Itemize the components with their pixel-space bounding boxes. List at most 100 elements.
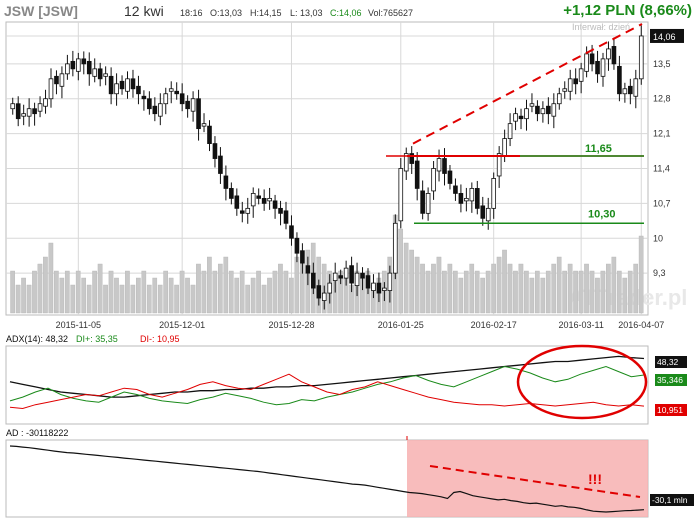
adx-value-box-0	[655, 356, 687, 368]
candle-body	[141, 95, 147, 100]
candle-body	[229, 188, 234, 199]
candle-body	[179, 93, 185, 105]
volume-bar	[10, 270, 15, 314]
volume-bar	[119, 284, 125, 314]
volume-bar	[556, 256, 562, 314]
volume-bar	[190, 284, 196, 314]
volume-bar	[157, 284, 163, 314]
volume-bar	[584, 263, 589, 314]
date-tick-label: 2016-03-11	[558, 320, 603, 330]
date-tick-label: 2016-01-25	[378, 320, 424, 330]
candle-body	[611, 46, 617, 65]
volume-bar	[420, 263, 425, 314]
volume-bar	[185, 277, 190, 314]
candle-body	[562, 88, 568, 92]
change-label: +1,12 PLN (8,66%)	[563, 2, 692, 19]
volume-bar	[491, 263, 496, 314]
candle-body	[546, 105, 551, 115]
candle-body	[491, 178, 497, 209]
adx-value-box-2	[655, 404, 687, 416]
candle-body	[398, 168, 404, 222]
volume-bar	[600, 270, 606, 314]
price-tick-label: 12,1	[653, 129, 671, 139]
candle-body	[600, 58, 606, 77]
candle-body	[387, 272, 393, 291]
volume-bar	[567, 263, 573, 314]
volume-bar	[578, 270, 584, 314]
candle-body	[76, 58, 81, 72]
ticker-label[interactable]: JSW [JSW]	[4, 3, 78, 19]
date-tick-label: 2015-12-01	[159, 320, 205, 330]
candle-body	[414, 160, 420, 189]
volume-bar	[207, 256, 212, 314]
volume-bar	[179, 270, 185, 314]
di-plus-legend: DI+: 35,35	[76, 334, 118, 344]
candle-body	[633, 78, 639, 97]
volume-bar	[64, 270, 70, 314]
candle-body	[365, 275, 371, 289]
ad-legend: AD : -30118222	[6, 428, 68, 438]
highlight-ellipse	[516, 344, 648, 420]
candle-body	[37, 103, 43, 112]
candle-body	[382, 287, 387, 291]
close-label: C:14,06	[330, 8, 362, 18]
candle-body	[425, 193, 431, 214]
volume-bar	[234, 277, 240, 314]
volume-bar	[43, 256, 48, 314]
volume-label: Vol:765627	[368, 8, 414, 18]
candle-body	[409, 153, 415, 164]
candle-body	[272, 200, 278, 209]
volume-bar	[551, 263, 557, 314]
candle-body	[10, 103, 16, 110]
candle-body	[453, 185, 458, 194]
candle-body	[119, 80, 125, 90]
volume-bar	[502, 249, 507, 314]
adx-series-0	[9, 355, 645, 398]
candle-body	[311, 272, 316, 289]
candle-body	[163, 93, 169, 105]
candle-body	[567, 78, 573, 92]
volume-bar	[469, 263, 475, 314]
di-minus-legend: DI-: 10,95	[140, 334, 180, 344]
candle-body	[507, 123, 513, 140]
time-label: 18:16	[180, 8, 203, 18]
adx-panel: ADX(14): 48,32 DI+: 35,35 DI-: 10,95 48,…	[5, 334, 687, 425]
volume-bar	[474, 270, 480, 314]
candle-body	[207, 125, 212, 144]
candle-body	[223, 175, 229, 189]
volume-bar	[278, 263, 283, 314]
volume-bar	[48, 242, 54, 314]
volume-bar	[436, 256, 442, 314]
candle-body	[54, 75, 59, 85]
low-label: L: 13,03	[290, 8, 323, 18]
candle-body	[15, 103, 21, 120]
candle-body	[458, 193, 464, 204]
resistance-trendline	[412, 23, 643, 145]
price-tick-label: 10	[653, 233, 663, 243]
candle-body	[316, 285, 322, 299]
volume-bar	[589, 270, 595, 314]
candle-body	[551, 103, 557, 117]
candle-body	[540, 108, 546, 115]
candle-body	[442, 158, 447, 174]
candle-body	[628, 85, 633, 95]
volume-bar	[21, 277, 26, 314]
volume-bar	[545, 270, 551, 314]
volume-bar	[414, 256, 420, 314]
candle-body	[136, 85, 141, 95]
ad-value-box	[650, 494, 694, 506]
volume-bar	[524, 270, 529, 314]
volume-bar	[108, 270, 114, 314]
volume-bar	[130, 284, 136, 314]
adx-value-box-1	[655, 374, 687, 386]
volume-bar	[256, 270, 261, 314]
period-label[interactable]: 12 kwi	[124, 3, 164, 19]
volume-bar	[146, 284, 152, 314]
volume-bar	[611, 256, 617, 314]
date-tick-label: 2015-12-28	[268, 320, 314, 330]
candle-body	[606, 48, 611, 60]
volume-bar	[453, 270, 458, 314]
candle-body	[125, 78, 130, 92]
volume-bar	[294, 256, 300, 314]
